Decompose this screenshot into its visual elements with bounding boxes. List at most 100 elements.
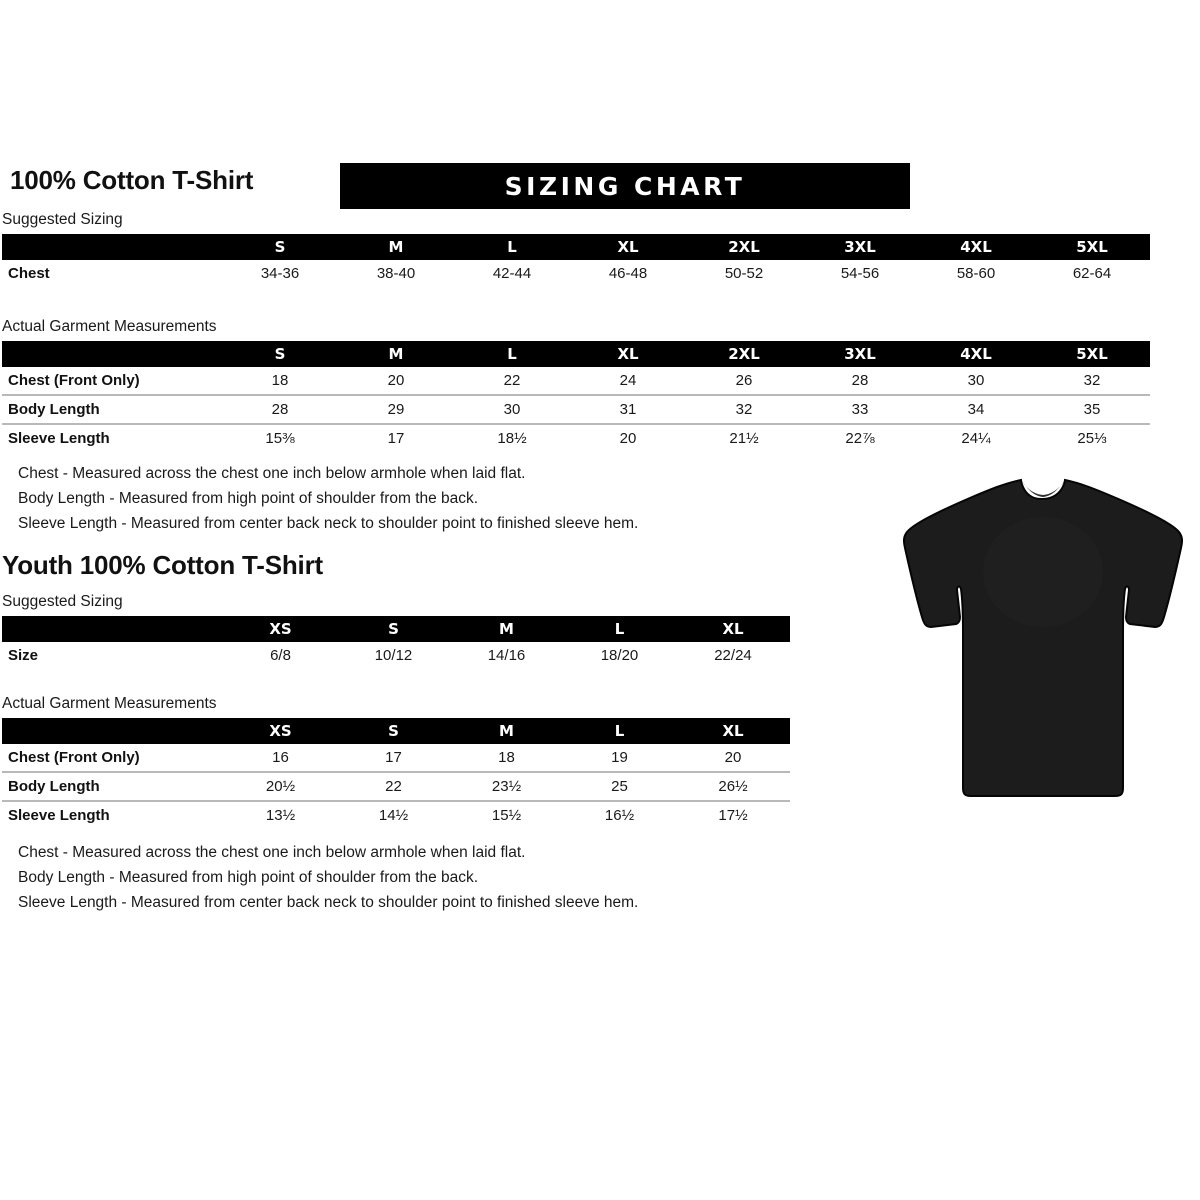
column-header-m: M	[338, 234, 454, 260]
note-sleeve-length: Sleeve Length - Measured from center bac…	[18, 515, 639, 532]
cell-chest-l: 19	[563, 744, 676, 773]
cell-body-5xl: 35	[1034, 395, 1150, 425]
cell-size-xs: 6/8	[224, 642, 337, 669]
row-label-body-length: Body Length	[2, 395, 222, 425]
cell-chest-4xl: 30	[918, 367, 1034, 396]
table-header-row: XS S M L XL	[2, 718, 790, 744]
note-chest: Chest - Measured across the chest one in…	[18, 465, 526, 482]
column-header-3xl: 3XL	[802, 341, 918, 367]
cell-chest-2xl: 26	[686, 367, 802, 396]
cell-sleeve-m: 17	[338, 424, 454, 452]
column-header-3xl: 3XL	[802, 234, 918, 260]
column-header-l: L	[454, 234, 570, 260]
cell-chest-m: 20	[338, 367, 454, 396]
cell-chest-xl: 46-48	[570, 260, 686, 287]
column-header-m: M	[338, 341, 454, 367]
column-header-rowlabel	[2, 616, 224, 642]
cell-chest-xl: 20	[676, 744, 790, 773]
column-header-s: S	[222, 234, 338, 260]
row-label-sleeve-length: Sleeve Length	[2, 801, 224, 829]
cell-chest-4xl: 58-60	[918, 260, 1034, 287]
cell-sleeve-m: 15½	[450, 801, 563, 829]
adult-notes: Chest - Measured across the chest one in…	[18, 461, 638, 536]
cell-sleeve-xl: 20	[570, 424, 686, 452]
cell-chest-m: 38-40	[338, 260, 454, 287]
cell-body-xl: 26½	[676, 772, 790, 802]
cell-size-m: 14/16	[450, 642, 563, 669]
cell-body-l: 30	[454, 395, 570, 425]
cell-body-xs: 20½	[224, 772, 337, 802]
adult-actual-measurements-table: S M L XL 2XL 3XL 4XL 5XL Chest (Front On…	[2, 341, 1150, 452]
table-row: Body Length 28 29 30 31 32 33 34 35	[2, 395, 1150, 425]
column-header-2xl: 2XL	[686, 341, 802, 367]
column-header-xs: XS	[224, 616, 337, 642]
cell-size-xl: 22/24	[676, 642, 790, 669]
cell-sleeve-l: 18½	[454, 424, 570, 452]
cell-body-s: 22	[337, 772, 450, 802]
tshirt-image	[893, 472, 1190, 808]
row-label-chest: Chest	[2, 260, 222, 287]
note-chest: Chest - Measured across the chest one in…	[18, 844, 526, 861]
cell-sleeve-4xl: 24¼	[918, 424, 1034, 452]
column-header-xl: XL	[570, 341, 686, 367]
cell-chest-s: 17	[337, 744, 450, 773]
cell-sleeve-3xl: 22⅞	[802, 424, 918, 452]
sizing-chart-banner: SIZING CHART	[340, 163, 910, 209]
table-row: Chest 34-36 38-40 42-44 46-48 50-52 54-5…	[2, 260, 1150, 287]
cell-chest-l: 42-44	[454, 260, 570, 287]
cell-body-l: 25	[563, 772, 676, 802]
cell-chest-m: 18	[450, 744, 563, 773]
cell-chest-xl: 24	[570, 367, 686, 396]
cell-sleeve-l: 16½	[563, 801, 676, 829]
cell-body-m: 29	[338, 395, 454, 425]
column-header-s: S	[337, 718, 450, 744]
table-row: Chest (Front Only) 16 17 18 19 20	[2, 744, 790, 773]
column-header-l: L	[454, 341, 570, 367]
table-header-row: XS S M L XL	[2, 616, 790, 642]
note-body-length: Body Length - Measured from high point o…	[18, 490, 479, 507]
cell-chest-xs: 16	[224, 744, 337, 773]
table-row: Sleeve Length 15⅜ 17 18½ 20 21½ 22⅞ 24¼ …	[2, 424, 1150, 452]
column-header-rowlabel	[2, 341, 222, 367]
row-label-size: Size	[2, 642, 224, 669]
column-header-m: M	[450, 718, 563, 744]
cell-body-xl: 31	[570, 395, 686, 425]
column-header-s: S	[222, 341, 338, 367]
cell-body-2xl: 32	[686, 395, 802, 425]
cell-body-s: 28	[222, 395, 338, 425]
column-header-4xl: 4XL	[918, 341, 1034, 367]
table-row: Size 6/8 10/12 14/16 18/20 22/24	[2, 642, 790, 669]
youth-suggested-sizing-table: XS S M L XL Size 6/8 10/12 14/16 18/20 2…	[2, 616, 790, 669]
cell-size-s: 10/12	[337, 642, 450, 669]
column-header-xl: XL	[676, 616, 790, 642]
note-body-length: Body Length - Measured from high point o…	[18, 869, 479, 886]
cell-sleeve-xl: 17½	[676, 801, 790, 829]
cell-chest-3xl: 54-56	[802, 260, 918, 287]
column-header-2xl: 2XL	[686, 234, 802, 260]
cell-chest-5xl: 62-64	[1034, 260, 1150, 287]
column-header-s: S	[337, 616, 450, 642]
cell-chest-3xl: 28	[802, 367, 918, 396]
table-row: Chest (Front Only) 18 20 22 24 26 28 30 …	[2, 367, 1150, 396]
row-label-chest-front-only: Chest (Front Only)	[2, 367, 222, 396]
row-label-sleeve-length: Sleeve Length	[2, 424, 222, 452]
cell-sleeve-s: 14½	[337, 801, 450, 829]
youth-suggested-sizing-label: Suggested Sizing	[2, 593, 123, 610]
cell-chest-s: 34-36	[222, 260, 338, 287]
column-header-xs: XS	[224, 718, 337, 744]
youth-actual-measurements-label: Actual Garment Measurements	[2, 695, 217, 712]
column-header-l: L	[563, 718, 676, 744]
table-row: Sleeve Length 13½ 14½ 15½ 16½ 17½	[2, 801, 790, 829]
column-header-l: L	[563, 616, 676, 642]
cell-sleeve-5xl: 25⅓	[1034, 424, 1150, 452]
column-header-4xl: 4XL	[918, 234, 1034, 260]
adult-suggested-sizing-table: S M L XL 2XL 3XL 4XL 5XL Chest 34-36 38-…	[2, 234, 1150, 287]
youth-actual-measurements-table: XS S M L XL Chest (Front Only) 16 17 18 …	[2, 718, 790, 829]
cell-sleeve-xs: 13½	[224, 801, 337, 829]
header-row: 100% Cotton T-Shirt SIZING CHART	[10, 163, 1190, 211]
tshirt-icon	[902, 478, 1184, 797]
table-header-row: S M L XL 2XL 3XL 4XL 5XL	[2, 234, 1150, 260]
row-label-body-length: Body Length	[2, 772, 224, 802]
column-header-m: M	[450, 616, 563, 642]
youth-section-title: Youth 100% Cotton T-Shirt	[2, 550, 323, 580]
